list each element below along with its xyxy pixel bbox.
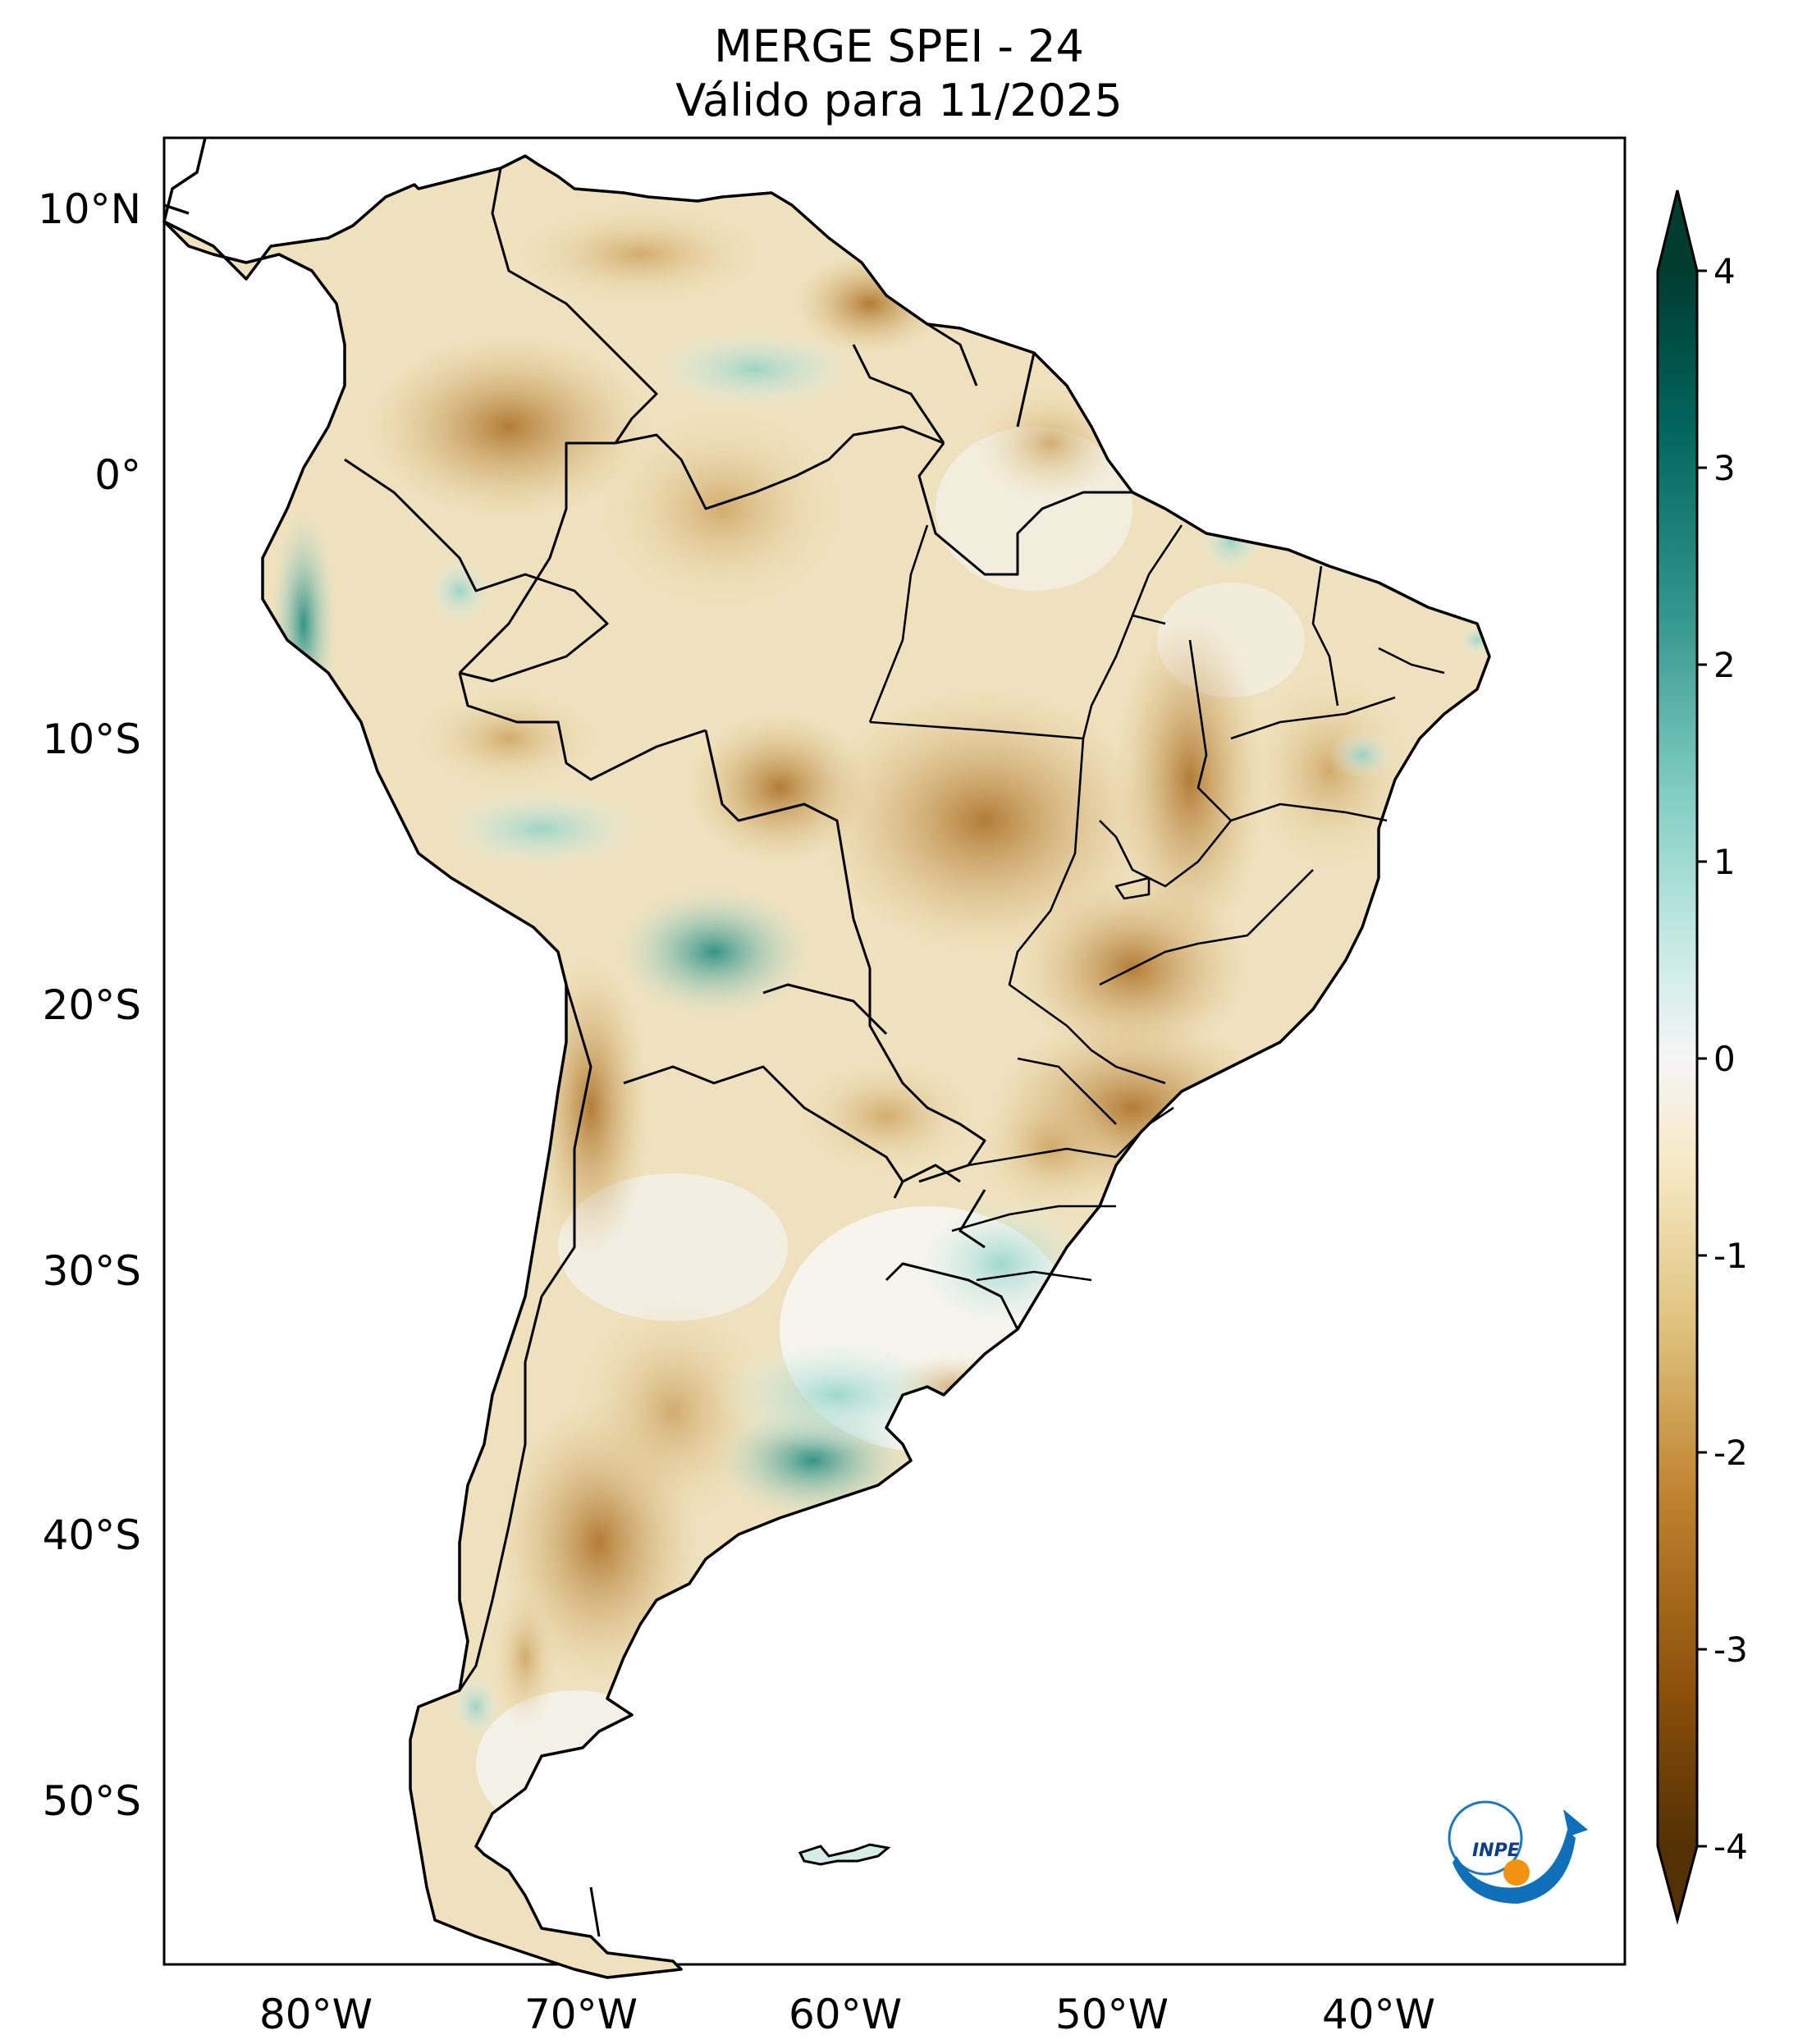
lon-tick-label: 60°W xyxy=(789,1991,902,2038)
country-borders xyxy=(344,167,1132,1937)
central-america-coast xyxy=(162,137,207,222)
colorbar-tick-label: 2 xyxy=(1713,645,1736,685)
lat-tick-label: 0° xyxy=(94,451,141,499)
colorbar-extend-bottom xyxy=(1658,1846,1697,1920)
lon-tick-label: 80°W xyxy=(259,1991,373,2038)
lat-tick-label: 20°S xyxy=(43,981,141,1029)
lat-tick-label: 30°S xyxy=(43,1247,141,1295)
lat-tick-label: 10°S xyxy=(43,716,141,763)
lon-tick-label: 70°W xyxy=(524,1991,638,2038)
colorbar-tick-label: -1 xyxy=(1713,1236,1748,1276)
falkland-islands xyxy=(798,1843,891,1866)
colorbar-tick-label: 0 xyxy=(1713,1039,1736,1079)
colorbar-tick-label: 1 xyxy=(1713,842,1736,882)
colorbar-tick-label: -3 xyxy=(1713,1630,1748,1670)
lat-tick-label: 50°S xyxy=(43,1777,141,1825)
lat-tick-label: 40°S xyxy=(43,1511,141,1559)
lon-tick-labels: 80°W 70°W 60°W 50°W 40°W xyxy=(259,1991,1435,2038)
continent-land xyxy=(164,156,1489,1978)
colorbar-extend-top xyxy=(1658,190,1697,271)
colorbar-tick-label: -4 xyxy=(1713,1827,1748,1867)
spei-field xyxy=(164,156,1489,1978)
inpe-logo: INPE xyxy=(1448,1800,1588,1904)
lon-tick-label: 40°W xyxy=(1322,1991,1435,2038)
map-title: MERGE SPEI - 24 xyxy=(714,21,1084,72)
colorbar-gradient xyxy=(1658,271,1697,1846)
colorbar-tick-label: 4 xyxy=(1713,251,1736,291)
lat-tick-labels: 10°N 0° 10°S 20°S 30°S 40°S 50°S xyxy=(38,185,141,1825)
colorbar-tick-label: -2 xyxy=(1713,1433,1748,1473)
lat-tick-label: 10°N xyxy=(38,185,141,233)
colorbar-tick-label: 3 xyxy=(1713,448,1736,488)
lon-tick-label: 50°W xyxy=(1055,1991,1169,2038)
inpe-logo-text: INPE xyxy=(1472,1841,1520,1861)
map-subtitle: Válido para 11/2025 xyxy=(675,75,1123,126)
colorbar: 4 3 2 1 0 -1 -2 -3 -4 xyxy=(1656,190,1748,1925)
state-borders xyxy=(868,524,1445,1282)
